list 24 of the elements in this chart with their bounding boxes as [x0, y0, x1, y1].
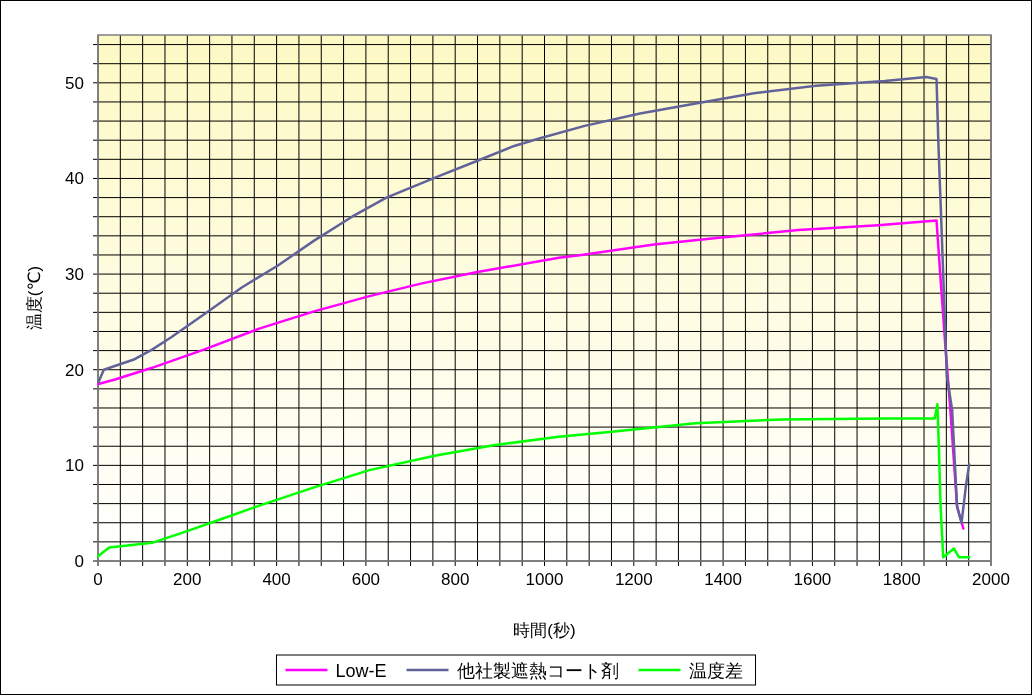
y-tick-label: 0 [74, 552, 84, 571]
x-tick-label: 1400 [704, 570, 743, 589]
legend-label: 他社製遮熱コート剤 [456, 661, 619, 681]
x-tick-label: 800 [441, 570, 470, 589]
x-tick-label: 600 [351, 570, 381, 589]
y-tick-label: 10 [65, 456, 84, 476]
x-tick-label: 2000 [972, 570, 1010, 589]
y-tick-label: 20 [65, 360, 84, 380]
y-tick-label: 50 [65, 73, 84, 93]
x-axis-title: 時間(秒) [513, 621, 576, 640]
y-axis-title: 温度(℃) [25, 265, 44, 331]
y-tick-label: 40 [65, 169, 84, 189]
x-tick-label: 400 [262, 570, 291, 589]
x-tick-label: 1600 [793, 570, 832, 589]
x-tick-label: 1200 [614, 570, 653, 589]
x-tick-label: 1800 [882, 570, 921, 589]
line-series [97, 75, 971, 524]
x-tick-label: 200 [173, 570, 202, 589]
legend-label: 温度差 [688, 661, 743, 681]
legend-label: Low-E [335, 661, 387, 681]
y-tick-label: 30 [65, 265, 84, 285]
x-tick-label: 0 [93, 570, 103, 589]
x-tick-label: 1000 [525, 570, 564, 589]
line-series [96, 402, 971, 559]
